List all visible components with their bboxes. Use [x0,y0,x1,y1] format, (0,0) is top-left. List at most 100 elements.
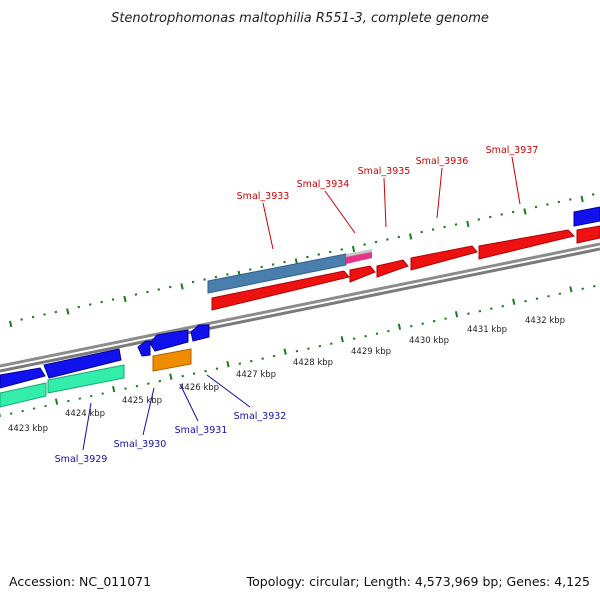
gene-label-3931[interactable]: Smal_3931 [175,425,228,436]
minor-tick [467,312,470,315]
major-tick [340,336,344,343]
minor-tick [557,200,561,204]
scale-label-4429: 4429 kbp [351,347,391,357]
minor-tick [501,304,505,308]
scale-label-4432: 4432 kbp [525,316,565,326]
gene-cds-3933[interactable] [211,270,350,311]
lower-tick-track [0,285,596,417]
gene-label-3933[interactable]: Smal_3933 [237,191,290,202]
reverse-labels: Smal_3929 Smal_3930 Smal_3931 Smal_3932 [55,411,287,465]
callout-line-3933 [262,202,274,250]
scale-label-4425: 4425 kbp [122,396,162,406]
scale-label-4427: 4427 kbp [236,370,276,380]
minor-tick [432,319,436,323]
major-tick [397,323,402,330]
major-tick [54,398,59,405]
gene-cds-3929[interactable] [43,348,122,379]
major-tick [454,311,459,318]
minor-tick [214,275,218,279]
major-tick [523,208,527,215]
gene-cds-3932[interactable] [190,324,210,342]
gene-label-3929[interactable]: Smal_3929 [55,454,108,465]
gene-label-3932[interactable]: Smal_3932 [234,411,287,422]
callout-line-3930 [142,387,155,436]
scale-label-4423: 4423 kbp [8,424,48,434]
gene-cds-3936[interactable] [410,245,478,271]
forward-callouts [262,156,521,250]
minor-tick [477,218,481,221]
major-tick [283,348,287,355]
gene-cds-3931-orange[interactable] [152,348,192,372]
map-title: Stenotrophomonas maltophilia R551-3, com… [111,11,489,26]
major-tick [226,360,230,368]
major-tick [466,220,470,228]
major-tick [9,320,13,328]
scale-label-4426: 4426 kbp [179,383,219,393]
minor-tick [443,225,446,229]
major-tick [180,283,184,290]
minor-tick [581,287,585,290]
gene-cds-edge-blue[interactable] [573,206,600,227]
callout-line-3929 [82,402,92,451]
minor-tick [21,409,24,413]
gene-smal-3934-pink-bar[interactable] [346,252,372,264]
callout-line-3936 [436,167,443,219]
forward-labels: Smal_3933 Smal_3934 Smal_3935 Smal_3936 … [237,145,539,202]
major-tick [580,195,584,203]
major-tick [169,373,173,380]
gene-cds-3929-aqua[interactable] [47,364,125,394]
gene-cds-3928[interactable] [0,367,46,389]
minor-tick [547,295,550,298]
minor-tick [100,300,103,304]
major-tick [351,245,356,253]
minor-tick [134,293,138,296]
callout-line-3937 [511,156,521,205]
scale-label-4428: 4428 kbp [293,358,333,368]
major-tick [409,233,413,240]
major-tick [569,286,573,293]
upper-tick-track [9,193,595,328]
gene-label-3937[interactable]: Smal_3937 [486,145,539,156]
scale-label-4431: 4431 kbp [467,325,507,335]
major-tick [112,385,116,393]
major-tick [66,308,70,315]
scale-label-4424: 4424 kbp [65,409,105,419]
gene-cds-edge-red[interactable] [576,225,600,244]
gene-smal-3933-bar[interactable] [207,253,347,294]
gene-cds-3930[interactable] [137,340,151,357]
scale-label-4430: 4430 kbp [409,336,449,346]
minor-tick [20,318,23,321]
major-tick [123,295,127,303]
forward-genes [207,206,600,311]
gene-cds-3935[interactable] [376,259,409,278]
minor-tick [328,250,332,254]
minor-tick [318,344,322,348]
gene-label-3930[interactable]: Smal_3930 [114,439,167,450]
gene-label-3936[interactable]: Smal_3936 [416,156,469,167]
major-tick [512,298,516,305]
gene-cds-3928-aqua[interactable] [0,382,47,408]
scale-labels: 4423 kbp 4424 kbp 4425 kbp 4426 kbp 4427… [8,316,565,434]
backbone-line-outer [0,242,600,368]
gene-label-3935[interactable]: Smal_3935 [358,166,411,177]
minor-tick [591,193,595,196]
callout-line-3935 [383,177,387,228]
minor-tick [248,268,252,271]
minor-tick [204,369,207,373]
genome-summary-text: Topology: circular; Length: 4,573,969 bp… [246,574,590,589]
minor-tick [135,384,139,388]
reverse-callouts [82,374,251,451]
minor-tick [101,392,104,395]
accession-text: Accession: NC_011071 [9,574,151,589]
minor-tick [249,359,253,363]
callout-line-3931 [179,383,199,422]
gene-cds-3931[interactable] [149,329,189,352]
callout-line-3934 [324,190,356,234]
minor-tick [352,337,356,340]
gene-cds-3937[interactable] [478,229,575,260]
backbone-line-inner [0,247,600,373]
gene-label-3934[interactable]: Smal_3934 [297,179,350,190]
callout-line-3932 [206,374,251,408]
gene-cds-3934[interactable] [349,265,376,283]
